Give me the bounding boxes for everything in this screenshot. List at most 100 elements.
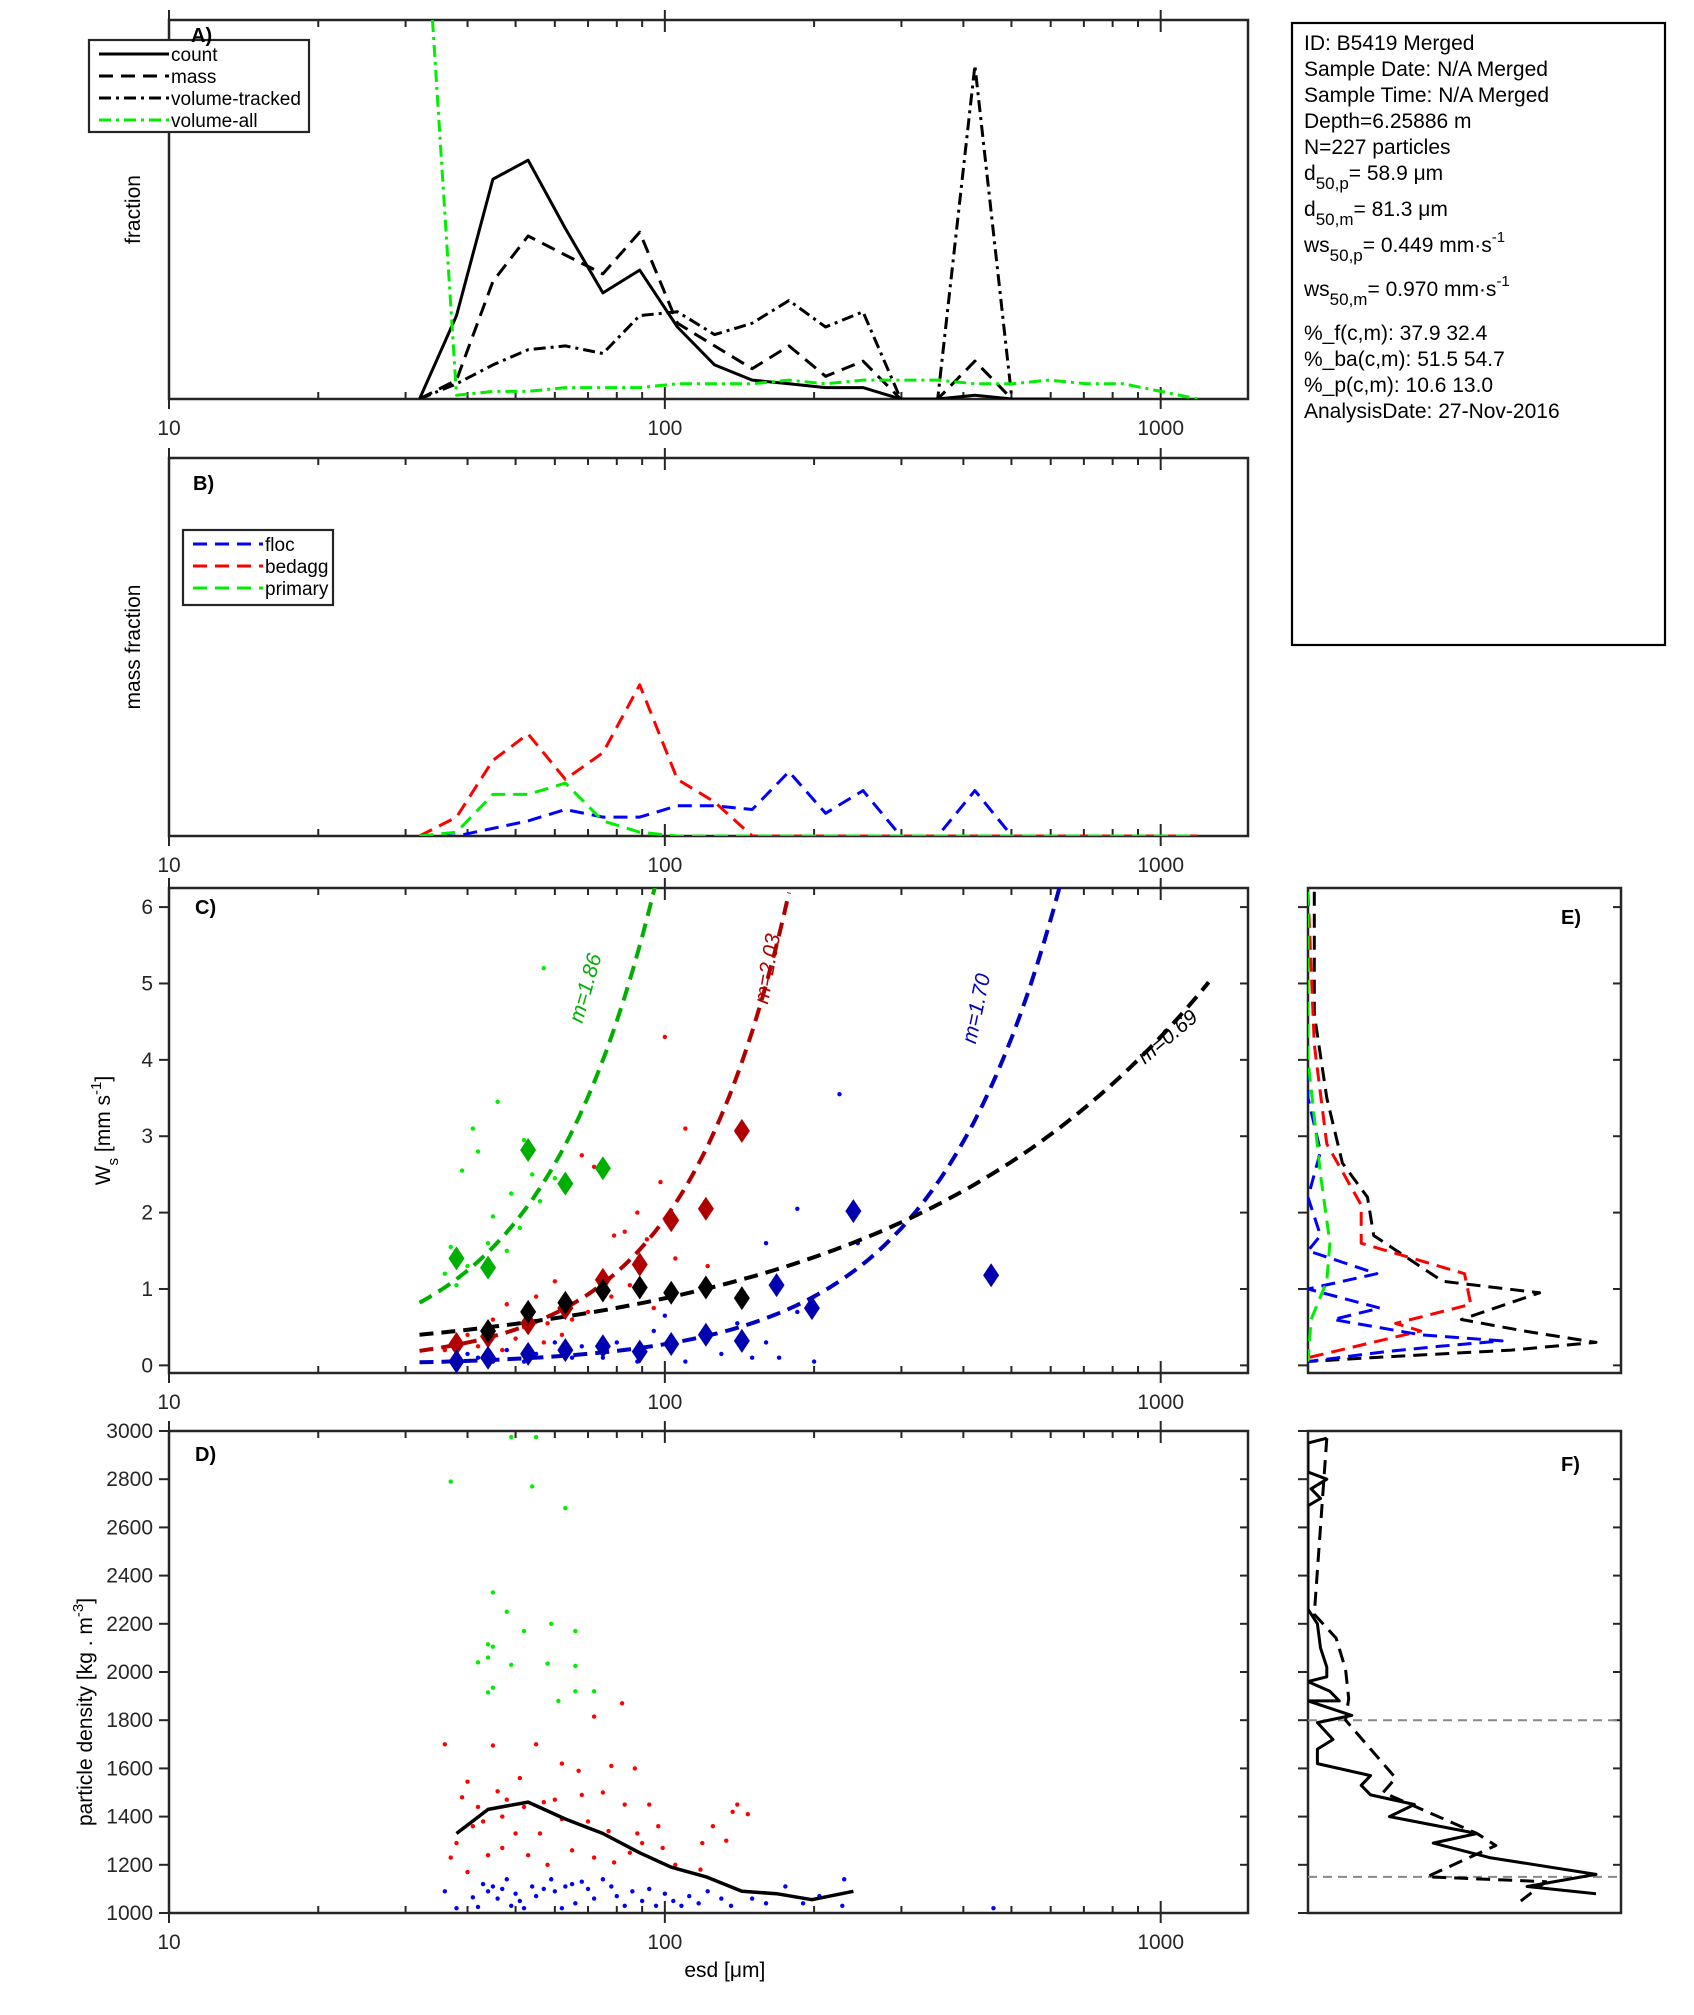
scatter-point-bedagg: [442, 1742, 448, 1747]
mean-diamond-bedagg: [631, 1252, 648, 1277]
scatter-point-floc: [504, 1877, 509, 1882]
scatter-point-bedagg: [639, 1840, 645, 1846]
scatter-point-primary: [573, 1663, 578, 1669]
scatter-point-primary: [529, 1172, 535, 1177]
scatter-point-floc: [719, 1351, 724, 1357]
scatter-point-floc: [991, 1905, 996, 1911]
info-line: d50,p= 58.9 μm: [1304, 162, 1443, 193]
series-line-floc: [1308, 891, 1504, 1363]
mean-diamond-bedagg: [733, 1118, 750, 1143]
y-tick-label: 2400: [106, 1565, 153, 1588]
scatter-point-primary: [485, 1642, 491, 1647]
legend-entry: volume-tracked: [171, 89, 301, 110]
legend-entry: mass: [171, 67, 216, 88]
scatter-point-floc: [529, 1884, 535, 1889]
scatter-point-floc: [579, 1344, 584, 1349]
y-tick-label: 1000: [106, 1902, 153, 1925]
scatter-point-bedagg: [673, 1862, 678, 1868]
scatter-point-floc: [800, 1901, 806, 1906]
scatter-point-bedagg: [644, 1237, 650, 1242]
y-tick-label: 1600: [106, 1757, 153, 1780]
y-tick-label: 2800: [106, 1468, 153, 1491]
scatter-point-floc: [811, 1359, 817, 1364]
x-tick-label: 10: [157, 1931, 180, 1954]
scatter-point-primary: [485, 1690, 491, 1695]
series-line-primary: [419, 781, 1198, 836]
scatter-point-primary: [509, 1662, 514, 1667]
mean-diamond-floc: [803, 1296, 820, 1321]
y-tick-label: 1: [141, 1278, 153, 1301]
mean-diamond-primary: [480, 1255, 497, 1280]
scatter-point-primary: [485, 1655, 491, 1660]
x-tick-label: 100: [647, 1931, 682, 1954]
scatter-point-floc: [763, 1340, 769, 1345]
scatter-point-floc: [563, 1884, 568, 1889]
scatter-point-primary: [563, 1505, 568, 1511]
mean-diamond-all: [594, 1278, 611, 1303]
scatter-point-bedagg: [611, 1860, 617, 1865]
scatter-point-bedagg: [683, 1126, 688, 1131]
scatter-point-bedagg: [600, 1790, 606, 1795]
info-sup: -1: [1496, 273, 1509, 290]
scatter-point-bedagg: [591, 1855, 597, 1860]
panel-label-e: E): [1561, 907, 1581, 929]
scatter-point-floc: [735, 1321, 740, 1326]
scatter-point-floc: [842, 1877, 847, 1882]
scatter-point-bedagg: [475, 1344, 481, 1349]
scatter-point-bedagg: [490, 1743, 496, 1748]
scatter-point-floc: [475, 1904, 481, 1910]
scatter-point-bedagg: [517, 1775, 523, 1781]
info-base: ws: [1303, 234, 1330, 257]
scatter-point-primary: [490, 1214, 496, 1219]
mean-diamond-primary: [520, 1137, 537, 1162]
scatter-point-floc: [837, 1092, 842, 1097]
scatter-point-primary: [485, 1240, 491, 1246]
scatter-point-bedagg: [647, 1802, 652, 1807]
panel-f-series: [1308, 1436, 1598, 1903]
fit-label-floc: m=1.70: [958, 971, 995, 1045]
scatter-point-floc: [783, 1884, 788, 1889]
scatter-point-bedagg: [656, 1824, 661, 1829]
scatter-point-bedagg: [585, 1309, 591, 1315]
scatter-point-bedagg: [500, 1845, 505, 1851]
scatter-point-primary: [475, 1660, 481, 1665]
scatter-point-bedagg: [735, 1802, 740, 1807]
scatter-point-primary: [533, 1434, 539, 1440]
panel-label-f: F): [1561, 1454, 1580, 1476]
mean-diamond-floc: [594, 1334, 611, 1359]
scatter-point-floc: [552, 1340, 558, 1345]
panel-e-frame: [1306, 886, 1623, 1375]
scatter-point-primary: [442, 1271, 448, 1276]
scatter-point-primary: [448, 1479, 453, 1484]
scatter-point-bedagg: [635, 1210, 640, 1215]
scatter-point-bedagg: [454, 1840, 459, 1846]
scatter-point-floc: [705, 1889, 710, 1894]
info-sup: -1: [1492, 229, 1505, 246]
scatter-point-primary: [465, 1263, 470, 1269]
info-box-frame: [1290, 21, 1667, 647]
scatter-point-floc: [465, 1351, 470, 1357]
x-tick-label: 1000: [1137, 417, 1184, 440]
scatter-point-primary: [504, 1248, 509, 1253]
mean-diamond-primary: [448, 1246, 465, 1271]
info-line: AnalysisDate: 27-Nov-2016: [1304, 400, 1560, 423]
mean-diamond-floc: [631, 1339, 648, 1364]
scatter-point-primary: [573, 1628, 578, 1634]
scatter-point-floc: [504, 1347, 509, 1353]
scatter-point-floc: [513, 1891, 518, 1896]
scatter-point-bedagg: [465, 1332, 470, 1338]
panel-a-series: [418, 20, 1199, 399]
mean-diamond-floc: [733, 1328, 750, 1353]
scatter-point-bedagg: [627, 1850, 633, 1855]
scatter-point-bedagg: [585, 1819, 591, 1824]
info-base: d: [1304, 162, 1316, 185]
scatter-point-floc: [696, 1901, 701, 1906]
scatter-point-primary: [517, 1225, 523, 1231]
scatter-point-floc: [490, 1884, 496, 1889]
scatter-point-floc: [521, 1905, 527, 1911]
legend-entry: bedagg: [265, 557, 328, 578]
info-rest: = 58.9 μm: [1349, 162, 1443, 185]
scatter-point-floc: [651, 1328, 656, 1334]
info-line: %_ba(c,m): 51.5 54.7: [1304, 348, 1505, 371]
fit-curve-all: [419, 980, 1211, 1337]
